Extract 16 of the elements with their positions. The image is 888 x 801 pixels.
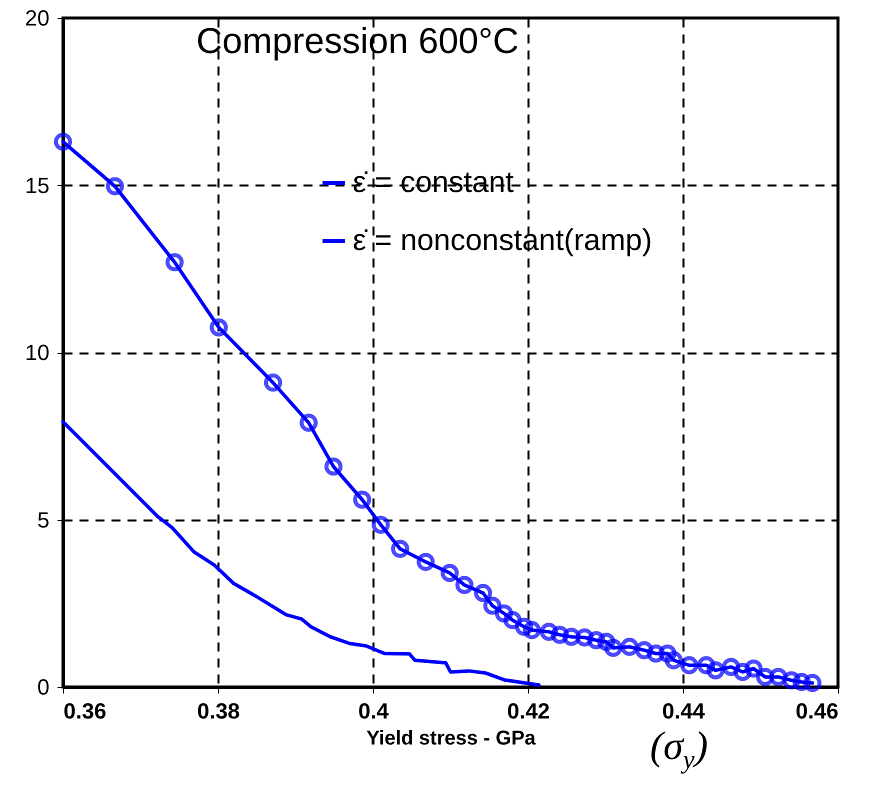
x-tick-label: 0.38 <box>197 698 240 724</box>
y-tick-label: 5 <box>37 507 50 532</box>
chart-title: Compression 600°C <box>196 20 519 61</box>
line-series <box>61 420 541 687</box>
x-tick-label: 0.36 <box>64 698 106 724</box>
y-tick-label: 20 <box>25 6 50 30</box>
y-tick-label: 0 <box>37 674 50 700</box>
y-tick-label: 15 <box>25 172 50 198</box>
x-tick-label: 0.46 <box>796 698 838 724</box>
y-tick-label: 10 <box>25 340 50 365</box>
x-tick-label: 0.4 <box>358 698 390 724</box>
x-tick-label: 0.42 <box>507 698 550 724</box>
x-tick-label: 0.44 <box>662 698 706 724</box>
legend-label: ε̇ = nonconstant(ramp) <box>352 224 652 257</box>
x-axis-title: Yield stress - GPa <box>366 728 537 750</box>
text: (σ$_{y}$) <box>650 722 708 775</box>
